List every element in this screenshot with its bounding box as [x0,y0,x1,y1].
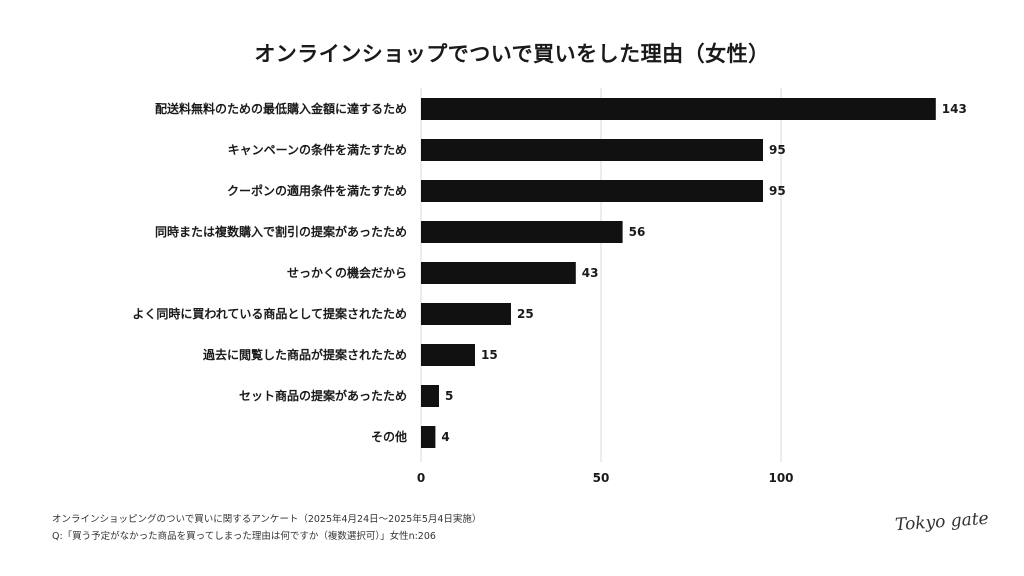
bar-chart: 0 50 100 配送料無料のための最低購入金額に達するため 143 キャンペーンの条件を… [132,88,967,485]
category-label: 配送料無料のための最低購入金額に達するため [155,101,407,116]
category-label: クーポンの適用条件を満たすため [227,183,407,198]
value-label: 43 [582,266,599,280]
category-label: せっかくの機会だから [287,265,407,280]
survey-footnote: オンラインショッピングのついで買いに関するアンケート（2025年4月24日〜20… [52,514,482,525]
value-label: 95 [769,143,786,157]
chart-title: オンラインショップでついで買いをした理由（女性） [254,42,770,66]
x-tick-label: 50 [593,471,610,485]
bar [421,139,763,161]
bar [421,180,763,202]
x-tick-label: 100 [768,471,793,485]
x-tick-label: 0 [417,471,425,485]
bar [421,262,576,284]
bar [421,221,623,243]
question-footnote: Q:「買う予定がなかった商品を買ってしまった理由は何ですか（複数選択可）」女性n… [52,531,436,542]
bar [421,344,475,366]
value-label: 15 [481,348,498,362]
brand-logo: Tokyo gate [894,508,990,536]
category-label: セット商品の提案があったため [239,388,407,403]
value-label: 25 [517,307,534,321]
category-label: その他 [371,429,407,444]
bar [421,426,436,448]
value-label: 143 [942,102,967,116]
value-label: 95 [769,184,786,198]
bar [421,98,936,120]
bar [421,303,511,325]
category-label: よく同時に買われている商品として提案されたため [132,306,407,321]
value-label: 5 [445,389,453,403]
category-label: 過去に閲覧した商品が提案されたため [202,347,407,362]
value-label: 4 [441,430,449,444]
value-label: 56 [629,225,646,239]
category-label: 同時または複数購入で割引の提案があったため [155,224,407,239]
category-label: キャンペーンの条件を満たすため [228,142,407,157]
bar [421,385,439,407]
